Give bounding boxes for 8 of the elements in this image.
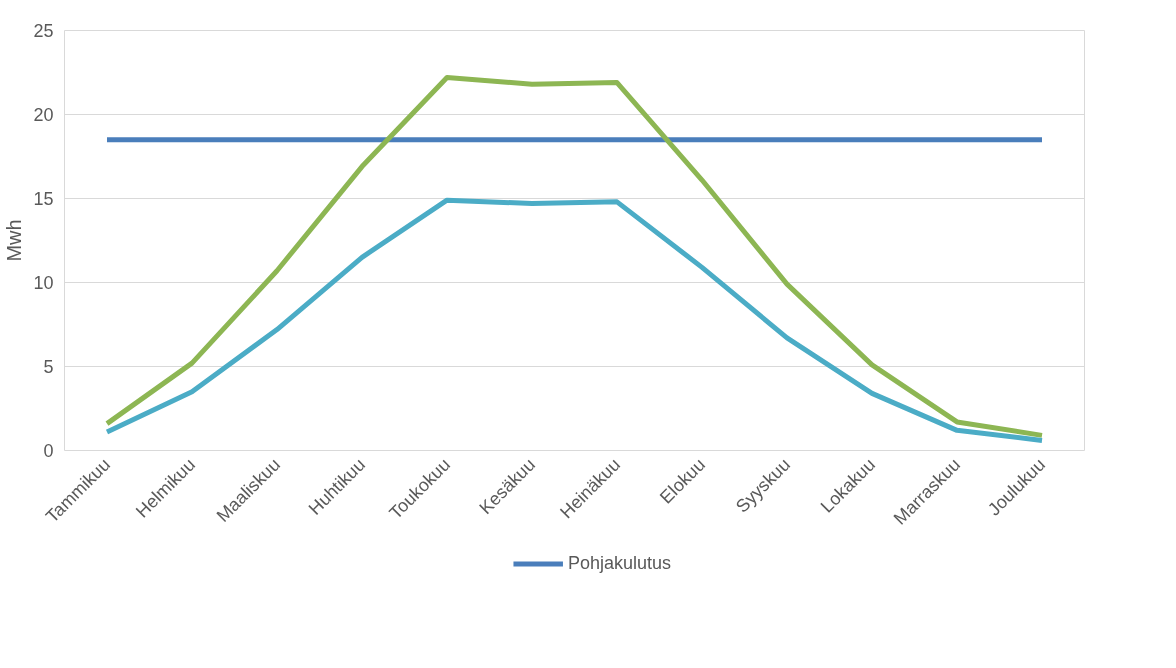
y-tick-label: 20 <box>33 105 54 125</box>
y-tick-label: 0 <box>43 441 54 461</box>
y-tick-label: 15 <box>33 189 54 209</box>
y-tick-label: 25 <box>33 21 54 41</box>
y-axis-title: Mwh <box>3 219 26 262</box>
y-tick-label: 10 <box>33 273 54 293</box>
legend-label: Pohjakulutus <box>567 552 672 574</box>
y-tick-label: 5 <box>43 357 54 377</box>
